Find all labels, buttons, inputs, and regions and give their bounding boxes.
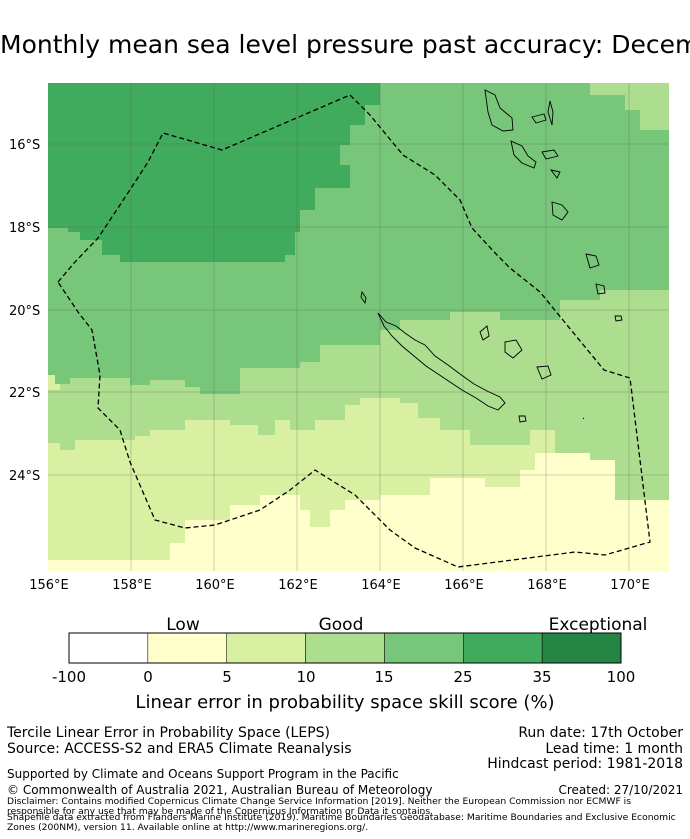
mare	[536, 365, 552, 380]
graticule	[48, 83, 669, 571]
lat-label-20s: 20°S	[9, 304, 40, 319]
category-good: Good	[319, 615, 364, 635]
tick-25: 25	[453, 668, 472, 686]
colorbar-ticks: -100 0 5 10 15 25 35 100	[52, 668, 635, 686]
colorbar-categories: Low Good Exceptional	[166, 615, 647, 635]
lat-label-24s: 24°S	[9, 469, 40, 484]
colorbar-swatch	[305, 632, 385, 664]
field-high	[48, 83, 380, 262]
disclaimer-line-2: responsible for any use that may be made…	[7, 806, 434, 817]
vanuatu-espiritu	[484, 89, 514, 132]
lon-label-156e: 156°E	[29, 578, 69, 593]
skill-map: 16°S 18°S 20°S 22°S 24°S 156°E 158°E 160…	[9, 83, 669, 593]
vanuatu-pentecost	[547, 100, 554, 126]
tick-15: 15	[374, 668, 393, 686]
lon-label-164e: 164°E	[361, 578, 401, 593]
vanuatu-tanna	[595, 283, 606, 295]
ouvea	[479, 325, 490, 341]
lead-time: Lead time: 1 month	[545, 741, 683, 757]
colorbar-swatches	[68, 632, 622, 664]
created-date: Created: 27/10/2021	[558, 783, 683, 797]
field-top-right	[590, 83, 669, 130]
eez-boundary	[57, 94, 651, 568]
tick-35: 35	[532, 668, 551, 686]
lon-label-166e: 166°E	[444, 578, 484, 593]
category-exceptional: Exceptional	[549, 615, 648, 635]
colorbar-swatch	[463, 632, 543, 664]
run-date: Run date: 17th October	[518, 725, 683, 741]
field-low	[48, 453, 669, 571]
support-line: Supported by Climate and Oceans Support …	[7, 767, 399, 781]
chart-title: Monthly mean sea level pressure past acc…	[0, 30, 690, 59]
tick-5: 5	[222, 668, 232, 686]
lon-label-162e: 162°E	[278, 578, 318, 593]
vanuatu-ambrym	[549, 169, 561, 179]
colorbar-swatch	[68, 632, 149, 664]
lat-label-18s: 18°S	[9, 221, 40, 236]
tick--100: -100	[52, 668, 86, 686]
vanuatu-aneityum	[614, 315, 623, 322]
disclaimer-line-1: Disclaimer: Contains modified Copernicus…	[7, 796, 632, 807]
vanuatu-efate	[551, 201, 569, 221]
new-caledonia-island	[377, 312, 506, 411]
tick-0: 0	[143, 668, 153, 686]
lon-label-170e: 170°E	[610, 578, 650, 593]
vanuatu-north	[531, 113, 547, 124]
lat-label-16s: 16°S	[9, 138, 40, 153]
tick-100: 100	[607, 668, 636, 686]
lon-label-158e: 158°E	[112, 578, 152, 593]
lon-label-160e: 160°E	[195, 578, 235, 593]
lifou	[504, 339, 523, 359]
vanuatu-malekula	[510, 140, 537, 169]
skill-field	[48, 83, 669, 571]
isle-of-pines	[518, 415, 527, 423]
data-source: Source: ACCESS-S2 and ERA5 Climate Reana…	[7, 741, 352, 757]
lon-labels: 156°E 158°E 160°E 162°E 164°E 166°E 168°…	[29, 578, 650, 593]
vanuatu-ambae	[541, 149, 559, 160]
belep-islet	[360, 290, 367, 305]
colorbar-swatch	[384, 632, 464, 664]
disclaimer-line-3: Shapefile data extracted from Flanders M…	[7, 812, 676, 823]
category-low: Low	[166, 615, 200, 635]
product-name: Tercile Linear Error in Probability Spac…	[7, 725, 330, 741]
vanuatu-erromango	[585, 253, 600, 269]
lon-label-168e: 168°E	[527, 578, 567, 593]
disclaimer-line-4: Zones (200NM), version 11. Available onl…	[7, 822, 369, 833]
lat-labels: 16°S 18°S 20°S 22°S 24°S	[9, 138, 40, 484]
colorbar-swatch	[226, 632, 306, 664]
tick-10: 10	[296, 668, 315, 686]
lat-label-22s: 22°S	[9, 386, 40, 401]
field-good	[48, 290, 669, 500]
colorbar-swatch	[147, 632, 227, 664]
hindcast-period: Hindcast period: 1981-2018	[487, 756, 683, 772]
colorbar-label: Linear error in probability space skill …	[135, 692, 555, 713]
colorbar: Low Good Exceptional -100 0 5 10 15 25 3…	[52, 615, 647, 686]
copyright-line: © Commonwealth of Australia 2021, Austra…	[7, 783, 433, 797]
colorbar-swatch	[541, 632, 622, 664]
colorbar-outline	[68, 632, 622, 664]
coastlines	[360, 89, 623, 423]
hunter-islet	[582, 417, 585, 420]
